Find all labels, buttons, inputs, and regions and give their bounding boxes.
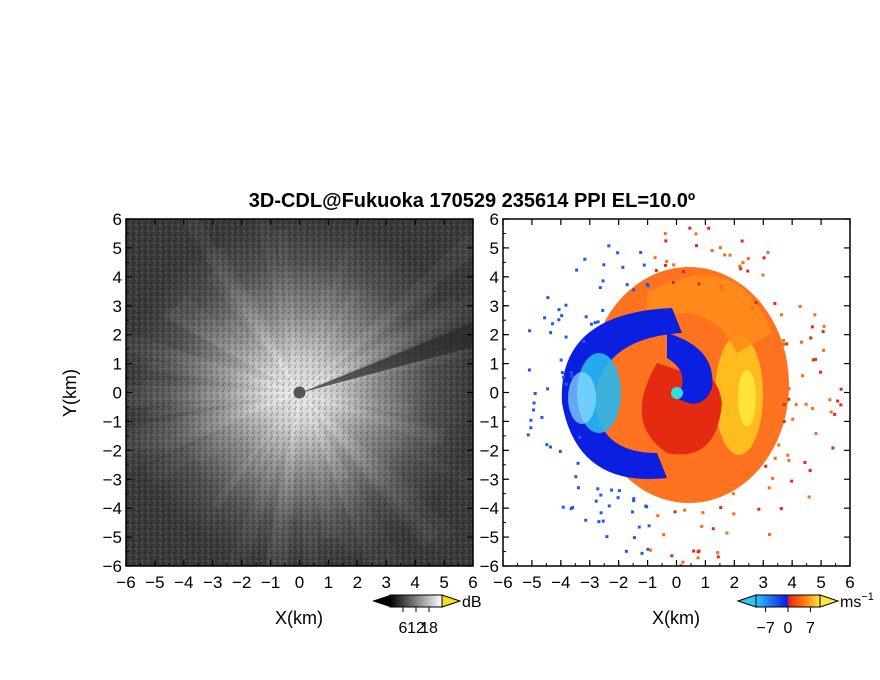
radar-site-marker-doppler <box>671 387 683 399</box>
x-tick-label: 5 <box>816 573 825 592</box>
y-tick-label: 5 <box>490 239 499 258</box>
x-tick-label: −3 <box>580 573 599 592</box>
y-tick-label: 6 <box>490 210 499 229</box>
x-tick-label: 6 <box>468 573 477 592</box>
y-tick-label: 1 <box>490 355 499 374</box>
x-tick-label: 3 <box>382 573 391 592</box>
x-tick-label: 2 <box>353 573 362 592</box>
x-tick-label: 6 <box>845 573 854 592</box>
doppler-colorbar: −7 0 7 ms−1 <box>736 591 874 637</box>
y-tick-label: 1 <box>113 355 122 374</box>
y-tick-label: −6 <box>103 557 122 576</box>
y-tick-label: −5 <box>103 528 122 547</box>
doppler-panel: −6 −5 −4 −3 −2 −1 0 1 2 3 4 5 6 −6−5−4−3−2−10123456 … <box>480 210 874 637</box>
chart-title: 3D-CDL@Fukuoka 170529 235614 PPI EL=10.0… <box>249 190 695 212</box>
x-tick-label: 4 <box>787 573 796 592</box>
y-tick-label: 6 <box>113 210 122 229</box>
x-tick-label: 3 <box>759 573 768 592</box>
x-tick-label: −2 <box>232 573 251 592</box>
doppler-image <box>503 219 850 566</box>
x-tick-label: 2 <box>730 573 739 592</box>
x-tick-label: −5 <box>145 573 164 592</box>
y-tick-label: −1 <box>103 412 122 431</box>
y-tick-label: −2 <box>480 441 499 460</box>
colorbar-tick-label: 7 <box>806 620 815 637</box>
radar-site-marker <box>293 386 306 399</box>
y-tick-label: −4 <box>103 499 122 518</box>
colorbar-unit-db: dB <box>462 594 482 611</box>
y-tick-label: 3 <box>113 297 122 316</box>
y-tick-label: −1 <box>480 412 499 431</box>
colorbar-tick-label: 12 <box>407 620 425 637</box>
left-x-axis: −6 −5 −4 −3 −2 −1 0 1 2 3 4 5 6 <box>116 219 478 592</box>
x-tick-label: 1 <box>324 573 333 592</box>
reflectivity-image <box>126 219 473 566</box>
right-y-axis: −6 −5 −4 −3 −2 −1 0 1 2 3 4 5 6 <box>480 210 850 576</box>
colorbar-unit-ms: ms−1 <box>840 591 874 611</box>
x-tick-label: 5 <box>439 573 448 592</box>
x-tick-label: −4 <box>174 573 193 592</box>
x-tick-label: 4 <box>410 573 419 592</box>
y-tick-label: 4 <box>490 268 499 287</box>
y-tick-label: −3 <box>480 470 499 489</box>
colorbar-tick-label: −7 <box>756 620 774 637</box>
x-tick-label: −3 <box>203 573 222 592</box>
y-tick-label: 0 <box>113 384 122 403</box>
y-tick-label: −5 <box>480 528 499 547</box>
left-y-axis: −6 −5 −4 −3 −2 −1 0 1 2 3 4 5 6 <box>103 210 473 576</box>
left-x-axis-label: X(km) <box>275 608 323 628</box>
colorbar-tick-label: 18 <box>420 620 438 637</box>
doppler-field <box>526 226 843 566</box>
y-tick-label: 2 <box>113 326 122 345</box>
colorbar-tick-label: 6 <box>399 620 408 637</box>
y-tick-label: 2 <box>490 326 499 345</box>
reflectivity-panel: −6 −5 −4 −3 −2 −1 0 1 2 3 4 5 6 −6−5−4−3−2−10123456 … <box>60 210 482 637</box>
x-tick-label: −1 <box>638 573 657 592</box>
y-tick-label: −2 <box>103 441 122 460</box>
x-tick-label: 0 <box>295 573 304 592</box>
x-tick-label: −1 <box>261 573 280 592</box>
x-tick-label: −5 <box>522 573 541 592</box>
y-tick-label: −3 <box>103 470 122 489</box>
x-tick-label: −6 <box>493 573 512 592</box>
y-tick-label: −4 <box>480 499 499 518</box>
x-tick-label: −4 <box>551 573 570 592</box>
colorbar-tick-label: 0 <box>784 620 793 637</box>
y-tick-label: 4 <box>113 268 122 287</box>
right-x-axis-label: X(km) <box>652 608 700 628</box>
x-tick-label: 0 <box>672 573 681 592</box>
x-tick-label: −2 <box>609 573 628 592</box>
x-tick-label: −6 <box>116 573 135 592</box>
y-tick-label: 0 <box>490 384 499 403</box>
right-x-axis: −6 −5 −4 −3 −2 −1 0 1 2 3 4 5 6 <box>493 219 855 592</box>
y-tick-label: 3 <box>490 297 499 316</box>
y-tick-label: −6 <box>480 557 499 576</box>
x-tick-label: 1 <box>701 573 710 592</box>
y-axis-label: Y(km) <box>60 369 80 417</box>
y-tick-label: 5 <box>113 239 122 258</box>
